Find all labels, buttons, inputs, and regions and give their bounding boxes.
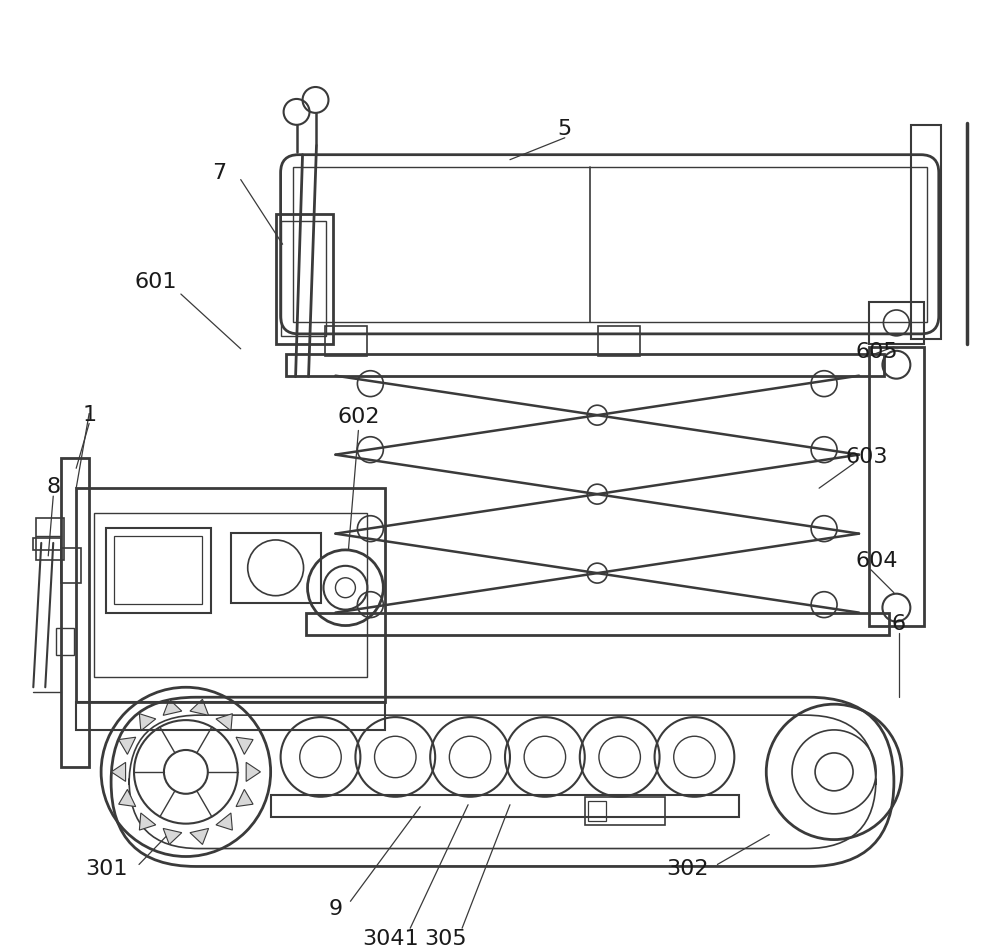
Bar [585, 797, 665, 824]
Bar [36, 519, 64, 561]
Text: 604: 604 [856, 550, 898, 570]
Bar [33, 539, 61, 550]
Text: 7: 7 [212, 163, 226, 183]
Polygon shape [236, 789, 253, 806]
Text: 3041: 3041 [362, 928, 419, 948]
Bar [306, 613, 889, 635]
Bar [588, 801, 606, 821]
Bar [61, 548, 81, 584]
Bar [94, 513, 367, 678]
Text: 9: 9 [328, 899, 343, 919]
Text: 301: 301 [85, 859, 127, 879]
Bar [61, 459, 89, 767]
Bar [276, 215, 333, 345]
Bar [271, 795, 739, 817]
Polygon shape [246, 763, 260, 782]
Bar [76, 488, 385, 703]
Bar [869, 347, 924, 625]
Text: 603: 603 [846, 446, 888, 466]
Text: 605: 605 [856, 342, 898, 362]
Text: 5: 5 [558, 119, 572, 139]
Text: 302: 302 [666, 859, 709, 879]
Bar [293, 168, 927, 323]
Text: 305: 305 [424, 928, 466, 948]
Bar [869, 303, 924, 345]
Bar [114, 536, 202, 604]
Polygon shape [216, 813, 232, 830]
Text: 601: 601 [135, 272, 177, 292]
Bar [325, 327, 367, 356]
Bar [281, 222, 326, 336]
Bar [598, 327, 640, 356]
Polygon shape [190, 828, 209, 844]
Polygon shape [119, 738, 136, 755]
Bar [911, 126, 941, 340]
Text: 602: 602 [337, 407, 380, 427]
Polygon shape [190, 700, 209, 716]
Bar [76, 703, 385, 730]
Bar [56, 628, 74, 656]
Polygon shape [139, 714, 156, 731]
Polygon shape [236, 738, 253, 755]
Text: 6: 6 [892, 613, 906, 633]
Text: 1: 1 [82, 404, 96, 424]
Polygon shape [163, 700, 182, 716]
Bar [231, 533, 320, 603]
Bar [286, 354, 884, 376]
Polygon shape [119, 789, 136, 806]
Polygon shape [111, 763, 126, 782]
Bar [106, 528, 211, 613]
Polygon shape [216, 714, 232, 731]
Polygon shape [163, 828, 182, 844]
Polygon shape [139, 813, 156, 830]
Text: 8: 8 [46, 477, 60, 497]
